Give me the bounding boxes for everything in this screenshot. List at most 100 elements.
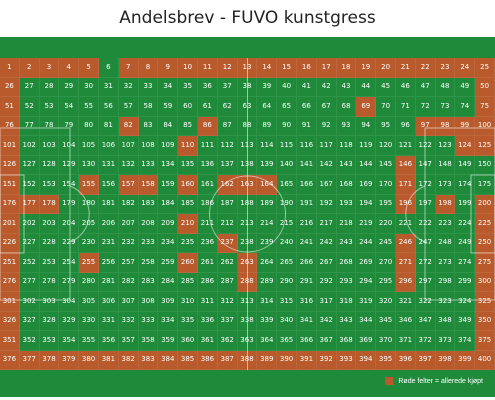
share-cell-134: 134 [158, 155, 179, 175]
share-cell-330: 330 [79, 311, 99, 331]
share-cell-96: 96 [395, 116, 416, 136]
share-cell-138: 138 [237, 155, 258, 175]
share-cell-217: 217 [316, 214, 337, 234]
share-cell-375: 375 [475, 331, 495, 351]
share-cell-300: 300 [475, 272, 495, 292]
share-cell-364: 364 [257, 331, 278, 351]
share-cell-385: 385 [178, 350, 198, 370]
share-cell-268: 268 [336, 253, 357, 273]
share-cell-338: 338 [237, 311, 258, 331]
share-cell-201: 201 [0, 214, 20, 234]
share-cell-133: 133 [138, 155, 159, 175]
share-cell-244: 244 [356, 233, 377, 253]
share-grid: 1 2 3 4 5 6 7 8 9 10 11 12 13 14 15 16 17 18 19 20 21 22 23 24 2… [0, 58, 495, 370]
share-cell-185: 185 [178, 194, 198, 214]
share-cell-243: 243 [336, 233, 357, 253]
share-cell-78: 78 [39, 116, 60, 136]
share-cell-353: 353 [39, 331, 60, 351]
share-cell-105: 105 [79, 136, 99, 156]
share-cell-245: 245 [376, 233, 396, 253]
share-cell-207: 207 [118, 214, 139, 234]
share-cell-52: 52 [19, 97, 40, 117]
share-cell-334: 334 [158, 311, 179, 331]
share-cell-281: 281 [98, 272, 119, 292]
share-cell-335: 335 [178, 311, 198, 331]
share-cell-196: 196 [395, 194, 416, 214]
share-cell-394: 394 [356, 350, 377, 370]
share-cell-11: 11 [197, 58, 218, 78]
share-cell-174: 174 [455, 175, 476, 195]
share-cell-206: 206 [98, 214, 119, 234]
share-cell-157: 157 [118, 175, 139, 195]
share-cell-285: 285 [178, 272, 198, 292]
share-cell-370: 370 [376, 331, 396, 351]
share-cell-234: 234 [158, 233, 179, 253]
share-cell-354: 354 [59, 331, 80, 351]
share-cell-31: 31 [98, 77, 119, 97]
share-cell-137: 137 [217, 155, 238, 175]
share-cell-194: 194 [356, 194, 377, 214]
share-cell-346: 346 [395, 311, 416, 331]
share-cell-295: 295 [376, 272, 396, 292]
share-cell-253: 253 [39, 253, 60, 273]
share-cell-350: 350 [475, 311, 495, 331]
share-cell-255: 255 [79, 253, 99, 273]
share-cell-136: 136 [197, 155, 218, 175]
share-cell-98: 98 [435, 116, 456, 136]
legend-label: Røde felter = allerede kjøpt [398, 377, 483, 385]
share-cell-347: 347 [415, 311, 436, 331]
share-cell-357: 357 [118, 331, 139, 351]
share-cell-149: 149 [455, 155, 476, 175]
share-cell-64: 64 [257, 97, 278, 117]
share-cell-155: 155 [79, 175, 99, 195]
share-cell-176: 176 [0, 194, 20, 214]
share-cell-160: 160 [178, 175, 198, 195]
share-cell-320: 320 [376, 292, 396, 312]
share-cell-68: 68 [336, 97, 357, 117]
share-cell-6: 6 [98, 58, 119, 78]
legend-sold-swatch [385, 377, 394, 385]
share-cell-192: 192 [316, 194, 337, 214]
share-cell-387: 387 [217, 350, 238, 370]
share-cell-208: 208 [138, 214, 159, 234]
share-cell-265: 265 [277, 253, 297, 273]
share-cell-384: 384 [158, 350, 179, 370]
share-cell-216: 216 [296, 214, 317, 234]
share-cell-102: 102 [19, 136, 40, 156]
share-cell-147: 147 [415, 155, 436, 175]
share-cell-232: 232 [118, 233, 139, 253]
share-cell-57: 57 [118, 97, 139, 117]
share-cell-76: 76 [0, 116, 20, 136]
share-cell-256: 256 [98, 253, 119, 273]
share-cell-274: 274 [455, 253, 476, 273]
share-cell-271: 271 [395, 253, 416, 273]
share-cell-306: 306 [98, 292, 119, 312]
share-cell-188: 188 [237, 194, 258, 214]
share-cell-94: 94 [356, 116, 377, 136]
share-cell-84: 84 [158, 116, 179, 136]
share-cell-264: 264 [257, 253, 278, 273]
share-cell-15: 15 [277, 58, 297, 78]
share-cell-316: 316 [296, 292, 317, 312]
share-cell-362: 362 [217, 331, 238, 351]
share-cell-275: 275 [475, 253, 495, 273]
share-cell-235: 235 [178, 233, 198, 253]
share-cell-212: 212 [217, 214, 238, 234]
share-cell-257: 257 [118, 253, 139, 273]
share-cell-262: 262 [217, 253, 238, 273]
share-cell-85: 85 [178, 116, 198, 136]
share-cell-162: 162 [217, 175, 238, 195]
share-cell-91: 91 [296, 116, 317, 136]
share-cell-170: 170 [376, 175, 396, 195]
share-cell-187: 187 [217, 194, 238, 214]
share-cell-282: 282 [118, 272, 139, 292]
share-cell-294: 294 [356, 272, 377, 292]
share-cell-229: 229 [59, 233, 80, 253]
share-cell-183: 183 [138, 194, 159, 214]
share-cell-214: 214 [257, 214, 278, 234]
share-cell-38: 38 [237, 77, 258, 97]
share-cell-351: 351 [0, 331, 20, 351]
share-cell-369: 369 [356, 331, 377, 351]
share-cell-278: 278 [39, 272, 60, 292]
share-cell-263: 263 [237, 253, 258, 273]
